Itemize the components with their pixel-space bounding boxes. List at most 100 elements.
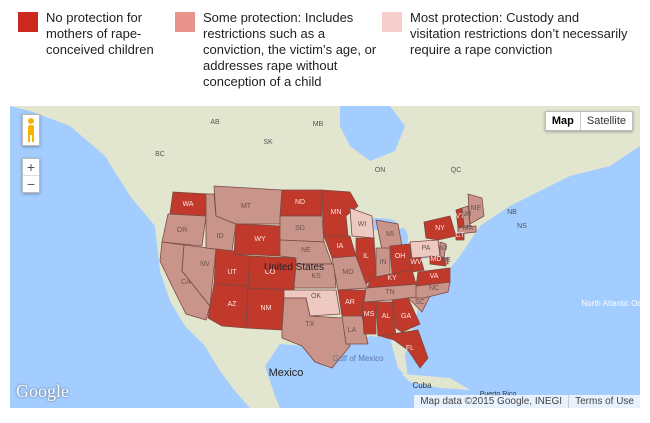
state-label-me: ME [471,205,482,212]
state-label-vt: VT [456,213,466,220]
state-label-ne: NE [301,247,311,254]
state-label-mi: MI [386,231,394,238]
state-label-mn: MN [331,209,342,216]
state-nh[interactable] [461,205,471,227]
legend-label-some-protection: Some protection: Includes restrictions s… [203,10,377,89]
legend-item-most-protection: Most protection: Custody and visitation … [382,10,632,58]
map-data-attribution: Map data ©2015 Google, INEGI [420,396,563,407]
zoom-control: + − [22,158,40,193]
legend-swatch-no-protection [18,12,38,32]
legend-item-no-protection: No protection for mothers of rape-concei… [18,10,178,58]
state-label-va: VA [430,273,439,280]
state-label-ca: CA [181,279,191,286]
map-viewport[interactable]: WA OR CA NV ID MT WY UT AZ NM CO ND SD NE KS OK TX MN IA MO… [10,106,640,408]
state-label-ma: MA [463,225,474,232]
state-fl[interactable] [379,329,429,369]
state-label-ut: UT [227,269,237,276]
state-label-tn: TN [385,289,394,296]
legend: No protection for mothers of rape-concei… [0,0,650,100]
state-ny[interactable] [423,215,457,241]
state-label-mt: MT [241,203,252,210]
region-label-QC: QC [451,167,462,174]
region-label-MB: MB [313,121,324,128]
state-label-nm: NM [261,305,272,312]
state-id[interactable] [205,193,237,252]
map-type-control: Map Satellite [544,111,633,131]
zoom-in-button[interactable]: + [26,159,36,175]
state-mt[interactable] [213,185,283,225]
state-label-nd: ND [295,199,305,206]
state-ms[interactable] [361,301,377,335]
state-ma[interactable] [457,225,477,235]
state-label-nc: NC [429,285,439,292]
state-label-nh: NH [461,211,471,218]
state-label-nv: NV [200,261,210,268]
hudson-bay [340,106,405,161]
state-label-ks: KS [311,273,321,280]
region-label-AB: AB [210,119,220,126]
region-label-mexico: Mexico [269,367,304,379]
legend-swatch-some-protection [175,12,195,32]
state-label-wy: WY [254,236,266,243]
state-label-ok: OK [311,293,321,300]
terms-of-use-link[interactable]: Terms of Use [568,395,640,408]
region-label-gulf: Gulf of Mexico [332,354,384,363]
state-label-md: MD [431,256,442,263]
state-label-ny: NY [435,225,445,232]
zoom-out-button[interactable]: − [26,176,36,192]
state-label-la: LA [348,327,357,334]
state-label-wa: WA [182,201,193,208]
map-type-satellite-button[interactable]: Satellite [586,115,626,127]
state-label-az: AZ [228,301,238,308]
state-label-id: ID [217,233,224,240]
state-md[interactable] [429,255,447,267]
region-label-SK: SK [263,139,273,146]
region-label-NS: NS [517,223,527,230]
region-label-BC: BC [155,151,165,158]
state-la[interactable] [341,315,369,345]
state-label-co: CO [265,269,276,276]
state-label-ct: CT [455,232,465,239]
map-canvas[interactable]: WA OR CA NV ID MT WY UT AZ NM CO ND SD NE KS OK TX MN IA MO… [10,106,640,408]
google-logo: Google [16,381,69,401]
state-va[interactable] [415,267,451,287]
state-me[interactable] [467,193,485,225]
state-label-in: IN [380,259,387,266]
us-states [159,185,485,369]
region-label-NB: NB [507,209,517,216]
region-label-ON: ON [375,167,386,174]
state-ct[interactable] [455,233,465,241]
state-label-oh: OH [395,253,406,260]
state-label-sc: SC [415,299,425,306]
state-label-mo: MO [342,269,354,276]
state-label-ms: MS [364,311,375,318]
state-label-tx: TX [306,321,315,328]
state-label-pa: PA [422,245,431,252]
state-or[interactable] [161,213,207,247]
legend-label-no-protection: No protection for mothers of rape-concei… [46,10,154,57]
region-label-atlantic: North Atlantic Ocean [581,299,640,308]
state-az[interactable] [207,283,249,329]
state-ks[interactable] [293,263,337,289]
region-label-united-states: United States [264,262,324,273]
zoom-divider [23,175,39,176]
legend-item-some-protection: Some protection: Includes restrictions s… [175,10,385,90]
state-label-al: AL [382,313,391,320]
map-type-map-button[interactable]: Map [546,112,581,130]
state-label-ky: KY [387,275,397,282]
state-tx[interactable] [281,297,351,369]
state-label-fl: FL [406,345,414,352]
state-label-nj: NJ [439,245,448,252]
land-cuba [402,374,470,390]
state-ga[interactable] [391,297,421,333]
legend-swatch-most-protection [382,12,402,32]
state-label-il: IL [363,253,369,260]
state-label-ia: IA [337,243,344,250]
attribution-bar: Map data ©2015 Google, INEGI Terms of Us… [414,395,640,408]
state-label-wv: WV [410,259,422,266]
state-label-sd: SD [295,225,305,232]
state-label-ga: GA [401,313,411,320]
region-label-puerto-rico: Puerto Rico [480,391,517,398]
map-labels: WA OR CA NV ID MT WY UT AZ NM CO ND SD NE KS OK TX MN IA MO… [155,119,640,398]
street-view-pegman-icon[interactable] [22,114,40,146]
